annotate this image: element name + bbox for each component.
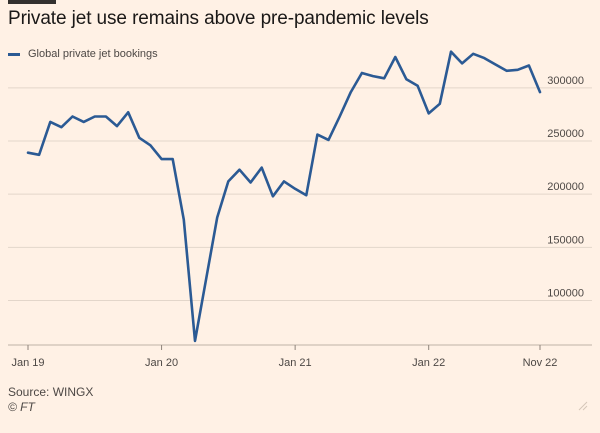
grid	[8, 87, 592, 346]
chart-title: Private jet use remains above pre-pandem…	[8, 8, 429, 29]
x-tick-label: Jan 22	[412, 357, 445, 369]
credit-note: © FT	[8, 400, 35, 414]
y-tick-label: 150000	[547, 234, 584, 246]
brand-bar	[8, 0, 56, 4]
resize-corner-icon	[578, 401, 588, 411]
y-tick-label: 200000	[547, 181, 584, 193]
y-tick-label: 300000	[547, 75, 584, 87]
x-tick-label: Nov 22	[523, 357, 558, 369]
footer: Source: WINGX © FT	[8, 385, 93, 415]
legend-label: Global private jet bookings	[28, 48, 158, 60]
y-tick-label: 250000	[547, 128, 584, 140]
legend: Global private jet bookings	[8, 48, 158, 60]
x-axis: Jan 19 Jan 20 Jan 21 Jan 22 Nov 22	[11, 345, 557, 369]
legend-swatch	[8, 52, 20, 56]
source-note: Source: WINGX	[8, 385, 94, 399]
y-axis: 100000 150000 200000 250000 300000	[547, 75, 584, 300]
series-layer	[26, 50, 542, 343]
y-tick-label: 100000	[547, 287, 584, 299]
x-tick-label: Jan 20	[145, 357, 178, 369]
x-tick-label: Jan 19	[11, 357, 44, 369]
series-line	[26, 50, 542, 343]
x-tick-label: Jan 21	[279, 357, 312, 369]
